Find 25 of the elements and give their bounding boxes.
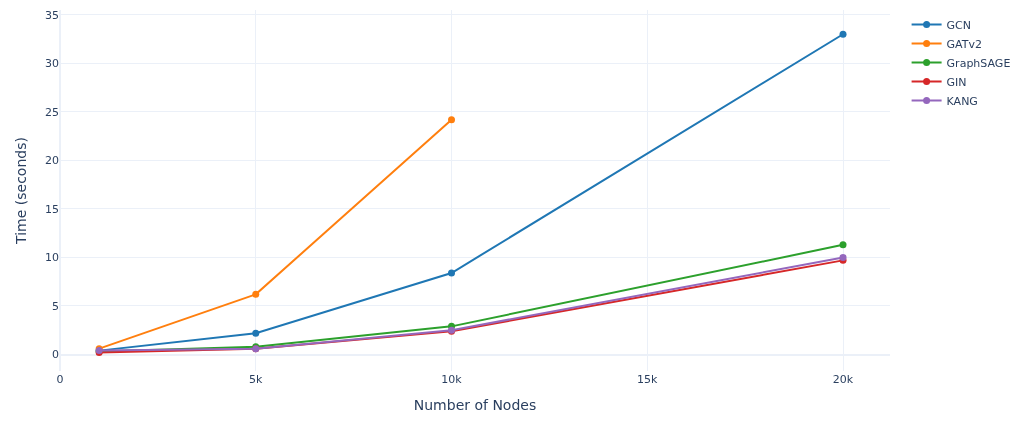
x-axis-title: Number of Nodes (413, 397, 537, 414)
point (448, 116, 456, 124)
legend-label: GATv2 (946, 37, 983, 51)
y-tick-label: 30 (45, 57, 59, 71)
y-tick-label: 35 (45, 8, 59, 22)
legend-label: KANG (946, 94, 978, 108)
y-tick-label: 10 (45, 251, 59, 265)
legend-label: GraphSAGE (946, 56, 1011, 70)
y-tick-label: 20 (45, 154, 59, 168)
y-axis-title: Time (seconds) (12, 137, 29, 245)
legend-label: GIN (946, 75, 967, 89)
y-tick-label: 0 (52, 348, 59, 362)
point (448, 269, 456, 277)
y-tick-label: 5 (52, 299, 59, 313)
x-tick-label: 15k (637, 373, 659, 386)
point (839, 30, 847, 38)
legend-label: GCN (946, 18, 972, 32)
x-tick-label: 10k (441, 373, 463, 386)
point (839, 241, 847, 249)
x-tick-label: 5k (249, 373, 264, 386)
point (252, 290, 260, 298)
y-tick-label: 15 (45, 202, 59, 216)
x-tick-label: 20k (832, 373, 854, 386)
y-tick-label: 25 (45, 105, 59, 119)
point (252, 329, 260, 337)
